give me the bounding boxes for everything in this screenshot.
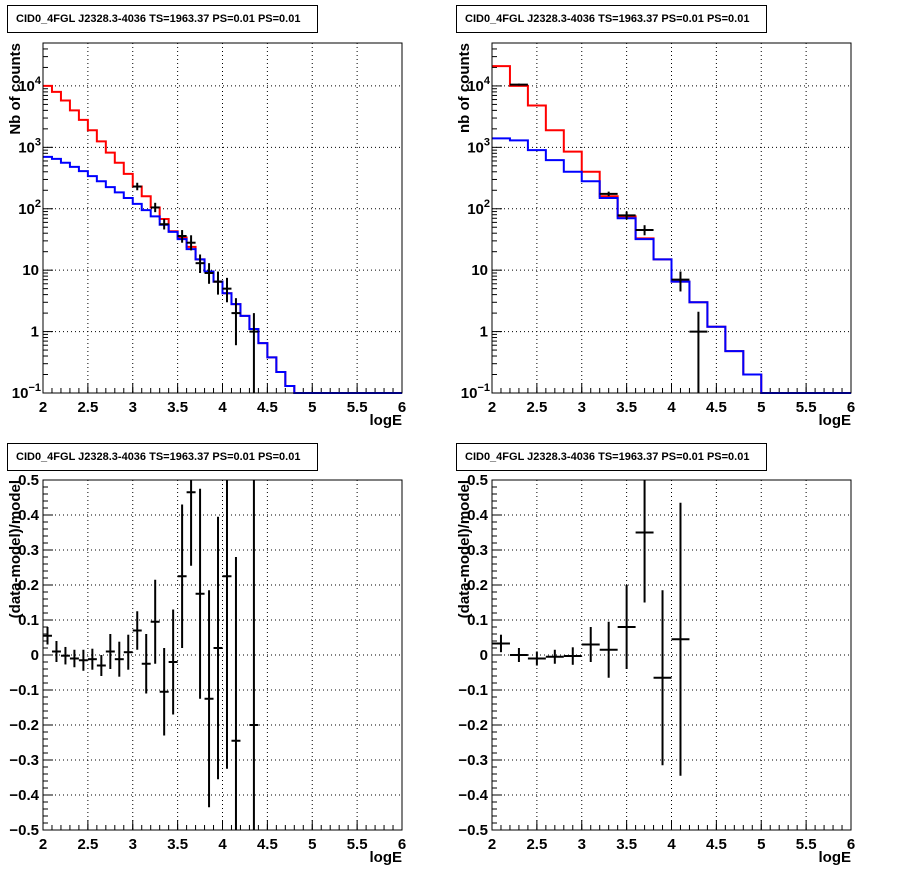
x-tick-label: 6 xyxy=(398,836,406,853)
x-axis-label: logE xyxy=(819,412,852,429)
x-tick-label: 3 xyxy=(578,836,586,853)
y-tick-label: 10 xyxy=(22,262,39,279)
y-tick-label: 0.5 xyxy=(18,472,39,489)
y-tick-label: −0.4 xyxy=(458,787,488,804)
y-tick-label: 0.3 xyxy=(18,542,39,559)
y-axis-label: nb of counts xyxy=(456,43,473,133)
y-axis-label: (data-model)/model xyxy=(456,480,473,618)
pad-top-left: 10−1 1 10 102 103 104 2 2.5 3 3.5 4 4.5 5 5.5 6 logE Nb … xyxy=(0,0,449,438)
x-tick-label: 3 xyxy=(129,399,137,416)
y-tick-label: 104 xyxy=(467,75,491,95)
x-tick-label: 4 xyxy=(218,399,227,416)
x-tick-label: 2 xyxy=(488,836,496,853)
x-tick-label: 5.5 xyxy=(347,836,368,853)
y-axis-label: (data-model)/model xyxy=(7,480,24,618)
x-tick-label: 5 xyxy=(308,836,316,853)
y-tick-label: 103 xyxy=(18,136,41,156)
plot-frame xyxy=(42,479,403,831)
residual-chart-right: −0.5 −0.4 −0.3 −0.2 −0.1 0 0.1 0.2 0.3 0.4 0.5 2 2.5… xyxy=(456,472,855,866)
x-tick-label: 4.5 xyxy=(706,836,727,853)
x-tick-label: 4.5 xyxy=(257,399,278,416)
y-tick-label: 0.5 xyxy=(467,472,488,489)
x-tick-label: 2 xyxy=(39,836,47,853)
y-tick-label: 0.4 xyxy=(467,507,489,524)
model-source-histogram xyxy=(43,155,402,394)
x-tick-label: 3.5 xyxy=(167,836,188,853)
x-tick-label: 4.5 xyxy=(257,836,278,853)
y-tick-label: 0.3 xyxy=(467,542,488,559)
x-tick-label: 5 xyxy=(757,399,765,416)
plot-frame xyxy=(42,42,403,394)
y-axis-label: Nb of counts xyxy=(7,43,24,135)
y-tick-label: −0.1 xyxy=(9,682,39,699)
x-tick-label: 2.5 xyxy=(77,399,98,416)
x-tick-label: 4 xyxy=(667,399,676,416)
y-tick-label: −0.5 xyxy=(9,822,39,839)
x-tick-label: 5 xyxy=(757,836,765,853)
x-tick-label: 2.5 xyxy=(526,836,547,853)
y-tick-label: 1 xyxy=(31,324,39,341)
y-tick-label: −0.3 xyxy=(9,752,39,769)
plot-frame xyxy=(491,479,852,831)
y-tick-label: 0.2 xyxy=(18,577,39,594)
chart-title-top-right: CID0_4FGL J2328.3-4036 TS=1963.37 PS=0.0… xyxy=(456,5,767,33)
x-tick-label: 4 xyxy=(667,836,676,853)
y-tick-label: 102 xyxy=(467,198,490,218)
y-tick-label: 0 xyxy=(31,647,39,664)
model-source-histogram xyxy=(492,137,851,394)
x-tick-label: 2.5 xyxy=(77,836,98,853)
x-axis-label: logE xyxy=(370,849,403,866)
y-tick-label: 10 xyxy=(471,262,488,279)
pad-bottom-left: −0.5 −0.4 −0.3 −0.2 −0.1 0 0.1 0.2 0.3 0.4 0.5 2 2.5… xyxy=(0,438,449,875)
y-tick-label: 0 xyxy=(480,647,488,664)
y-tick-label: −0.2 xyxy=(9,717,39,734)
y-tick-label: 103 xyxy=(467,136,490,156)
plot-frame xyxy=(491,42,852,394)
y-tick-label: −0.4 xyxy=(9,787,39,804)
y-tick-label: −0.3 xyxy=(458,752,488,769)
x-tick-label: 3.5 xyxy=(616,399,637,416)
y-tick-label: −0.1 xyxy=(458,682,488,699)
y-tick-label: 0.4 xyxy=(18,507,40,524)
x-tick-label: 3.5 xyxy=(616,836,637,853)
x-tick-label: 5.5 xyxy=(347,399,368,416)
x-tick-label: 6 xyxy=(847,399,855,416)
x-tick-label: 6 xyxy=(398,399,406,416)
y-tick-label: 102 xyxy=(18,198,41,218)
chart-title-top-left: CID0_4FGL J2328.3-4036 TS=1963.37 PS=0.0… xyxy=(7,5,318,33)
x-tick-label: 5.5 xyxy=(796,399,817,416)
x-tick-label: 3 xyxy=(129,836,137,853)
pad-bottom-right: −0.5 −0.4 −0.3 −0.2 −0.1 0 0.1 0.2 0.3 0.4 0.5 2 2.5… xyxy=(449,438,898,875)
x-tick-label: 6 xyxy=(847,836,855,853)
x-tick-label: 4.5 xyxy=(706,399,727,416)
x-tick-label: 5 xyxy=(308,399,316,416)
y-tick-label: −0.5 xyxy=(458,822,488,839)
pad-top-right: 10−1 1 10 102 103 104 2 2.5 3 3.5 4 4.5 5 5.5 6 logE nb … xyxy=(449,0,898,438)
y-tick-label: −0.2 xyxy=(458,717,488,734)
residual-chart-left: −0.5 −0.4 −0.3 −0.2 −0.1 0 0.1 0.2 0.3 0.4 0.5 2 2.5… xyxy=(7,472,406,866)
y-tick-label: 10−1 xyxy=(12,382,41,402)
x-tick-label: 3.5 xyxy=(167,399,188,416)
x-axis-label: logE xyxy=(370,412,403,429)
x-tick-label: 5.5 xyxy=(796,836,817,853)
x-tick-label: 2 xyxy=(488,399,496,416)
x-tick-label: 4 xyxy=(218,836,227,853)
x-tick-label: 2.5 xyxy=(526,399,547,416)
y-tick-label: 10−1 xyxy=(461,382,490,402)
y-tick-label: 0.2 xyxy=(467,577,488,594)
y-tick-label: 0.1 xyxy=(18,612,39,629)
y-tick-label: 1 xyxy=(480,324,488,341)
x-axis-label: logE xyxy=(819,849,852,866)
x-tick-label: 3 xyxy=(578,399,586,416)
y-tick-label: 104 xyxy=(18,75,42,95)
chart-title-bottom-right: CID0_4FGL J2328.3-4036 TS=1963.37 PS=0.0… xyxy=(456,443,767,471)
y-tick-label: 0.1 xyxy=(467,612,488,629)
chart-title-bottom-left: CID0_4FGL J2328.3-4036 TS=1963.37 PS=0.0… xyxy=(7,443,318,471)
x-tick-label: 2 xyxy=(39,399,47,416)
